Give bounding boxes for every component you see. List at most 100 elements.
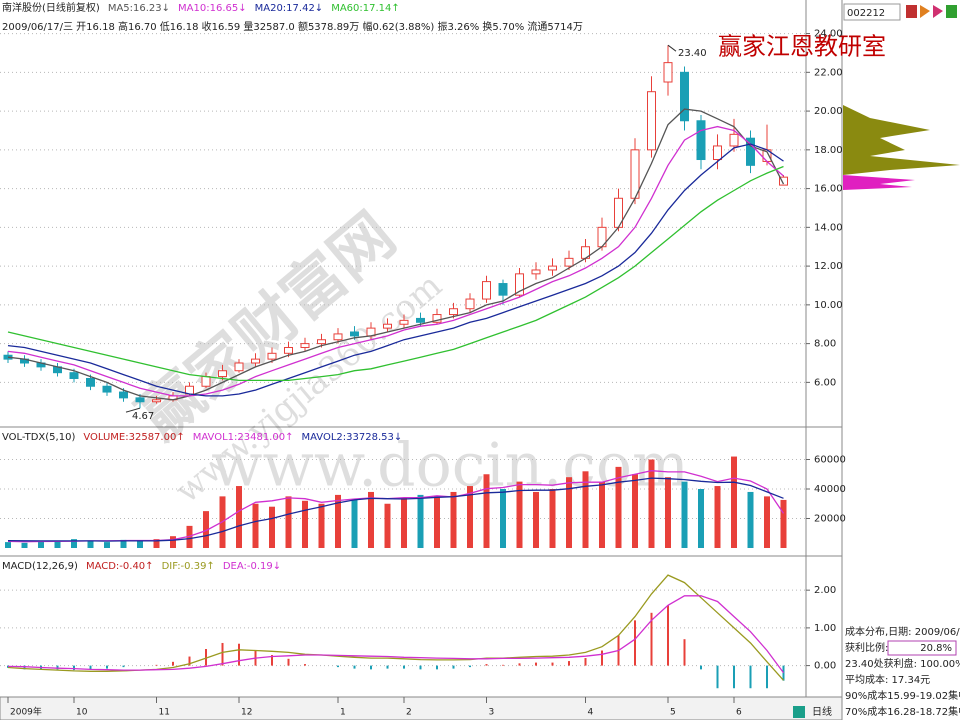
candle-body — [449, 308, 458, 316]
volume-bar — [302, 500, 308, 548]
x-tick-label: 2 — [406, 708, 412, 718]
line-series — [7, 125, 784, 397]
volume-bar — [516, 481, 523, 548]
candle-body — [432, 314, 442, 323]
candle-body — [119, 391, 128, 399]
legend-entry: MACD:-0.40↑ — [86, 561, 154, 572]
volume-bar — [434, 496, 440, 548]
y-tick-label: 12.00 — [814, 261, 843, 272]
volume-bar — [500, 489, 506, 548]
annotation: 4.67 — [132, 411, 154, 422]
candle-body — [482, 281, 491, 300]
y-tick-label: 2.00 — [814, 585, 836, 596]
candle-body — [317, 339, 326, 345]
volume-bar — [698, 489, 704, 548]
time-axis — [0, 696, 843, 720]
volume-bar — [681, 481, 688, 548]
volume-bar — [318, 503, 325, 548]
candle-body — [680, 71, 689, 122]
candle-body — [663, 62, 673, 83]
icon — [920, 5, 930, 18]
x-tick-label: 10 — [76, 708, 88, 718]
chip-profile — [843, 175, 915, 190]
volume-bar — [5, 542, 11, 548]
legend-entry: VOLUME:32587.00↑ — [83, 432, 184, 443]
legend-entry: 南洋股份(日线前复权) — [2, 1, 100, 14]
volume-bar — [615, 466, 622, 548]
cost-text: 20.8% — [920, 643, 952, 654]
y-tick-label: 1.00 — [814, 623, 836, 634]
candle-body — [713, 145, 722, 161]
cost-text: 获利比例: — [845, 641, 888, 654]
legend-entry: MA5:16.23↓ — [108, 3, 170, 14]
line-series — [7, 108, 785, 401]
legend-entry: MAVOL2:33728.53↓ — [301, 432, 402, 443]
volume-bar — [269, 506, 275, 548]
cost-text: 23.40处获利盘: 100.00% — [845, 657, 960, 670]
legend-entry: DEA:-0.19↓ — [223, 561, 281, 572]
volume-bar — [153, 539, 160, 548]
volume-bar — [483, 474, 490, 548]
volume-bar — [665, 477, 671, 548]
volume-bar — [54, 541, 61, 548]
legend-entry: MACD(12,26,9) — [2, 561, 78, 572]
candle-body — [647, 91, 656, 151]
line-series — [7, 143, 784, 397]
subtitle: 2009/06/17/三 开16.18 高16.70 低16.18 收16.59… — [2, 20, 583, 33]
volume-bar — [104, 542, 110, 548]
volume-bar — [401, 497, 407, 548]
candle-body — [135, 397, 145, 403]
volume-bar — [648, 459, 655, 548]
legend-entry: VOL-TDX(5,10) — [2, 432, 75, 443]
annotation-line — [125, 407, 141, 413]
volume-bar — [368, 491, 374, 548]
volume-bar — [714, 486, 721, 548]
volume-bar — [38, 540, 44, 548]
cost-text: 90%成本15.99-19.02集中12 — [845, 689, 960, 702]
code-box — [843, 3, 901, 21]
candle-body — [498, 283, 508, 296]
y-tick-label: 22.00 — [814, 67, 843, 78]
x-tick-label: 3 — [489, 708, 495, 718]
candle-body — [284, 346, 293, 354]
candle-body — [729, 133, 739, 147]
volume-bar — [747, 491, 754, 548]
x-tick-label: 6 — [736, 708, 742, 718]
volume-bar — [467, 486, 473, 548]
candle-body — [218, 370, 227, 378]
line-series — [7, 595, 785, 674]
volume-bar — [236, 486, 242, 548]
y-tick-label: 6.00 — [814, 377, 836, 388]
volume-bar — [599, 481, 605, 548]
candle-body — [102, 385, 112, 393]
candle-body — [267, 352, 277, 360]
candle-body — [515, 273, 524, 296]
volume-bar — [120, 539, 127, 548]
y-tick-label: 0.00 — [814, 661, 836, 672]
volume-bar — [170, 536, 176, 548]
watermark: www.docin.com — [211, 431, 689, 501]
volume-bar — [285, 496, 292, 548]
y-tick-label: 18.00 — [814, 145, 843, 156]
cost-text: 70%成本16.28-18.72集中7 — [845, 705, 960, 718]
volume-bar — [71, 539, 77, 548]
annotation-line — [667, 44, 677, 52]
volume-bar — [137, 540, 143, 548]
cost-text: 成本分布,日期: 2009/06/17 — [845, 625, 960, 638]
candle-body — [333, 333, 343, 341]
volume-bar — [566, 477, 572, 548]
volume-bar — [417, 494, 424, 548]
candle-body — [465, 298, 475, 310]
y-tick-label: 60000 — [814, 455, 846, 466]
legend-entry: MA60:17.14↑ — [331, 3, 400, 14]
y-tick-label: 40000 — [814, 484, 846, 495]
candle-body — [416, 317, 425, 323]
candle-body — [251, 358, 260, 364]
volume-bar — [203, 511, 209, 548]
candle-body — [350, 331, 359, 337]
candle-body — [383, 323, 392, 329]
candle-body — [152, 399, 161, 403]
period-label: 日线 — [812, 705, 832, 718]
annotation: 23.40 — [678, 48, 707, 59]
